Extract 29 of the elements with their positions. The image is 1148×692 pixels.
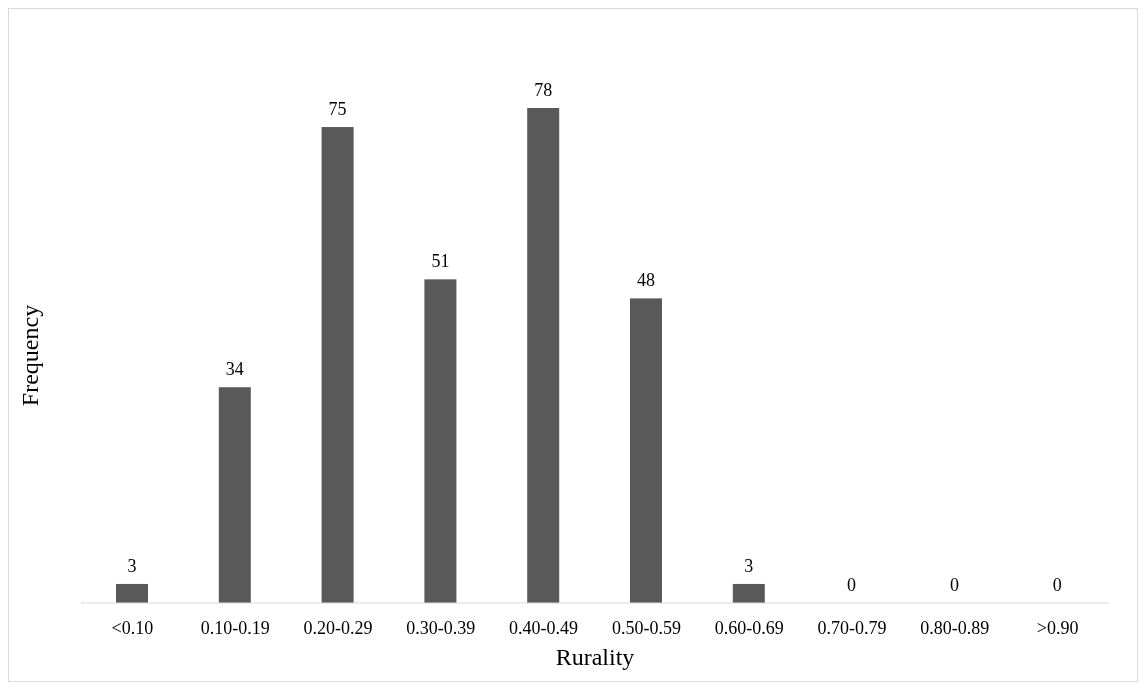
bar — [527, 108, 560, 603]
x-tick-label: 0.20-0.29 — [303, 617, 373, 638]
x-tick-label: 0.60-0.69 — [714, 617, 784, 638]
data-label: 51 — [431, 251, 450, 272]
bar — [630, 298, 662, 603]
data-label: 3 — [744, 555, 754, 576]
bar — [321, 127, 354, 603]
bar — [732, 583, 765, 603]
data-label: 0 — [949, 575, 959, 595]
x-axis-title: Rurality — [555, 644, 635, 670]
x-tick-label: 0.10-0.19 — [200, 617, 270, 638]
data-label: 0 — [1052, 575, 1062, 595]
x-tick-label: 0.50-0.59 — [611, 617, 681, 638]
data-label: 48 — [637, 270, 655, 291]
data-label: 3 — [127, 555, 137, 576]
y-axis-title: Frequency — [16, 304, 43, 407]
x-tick-label: 0.70-0.79 — [817, 617, 887, 638]
x-tick-label: >0.90 — [1036, 617, 1079, 638]
x-tick-label: <0.10 — [111, 617, 154, 638]
data-label: 78 — [534, 80, 553, 100]
data-label: 34 — [225, 359, 244, 380]
bar — [218, 387, 251, 603]
x-tick-label: 0.30-0.39 — [406, 617, 476, 638]
data-label: 75 — [328, 99, 347, 120]
x-tick-label: 0.80-0.89 — [920, 617, 990, 638]
bar — [424, 279, 457, 603]
x-tick-label: 0.40-0.49 — [509, 617, 579, 638]
bar — [116, 583, 148, 603]
data-label: 0 — [847, 575, 857, 595]
